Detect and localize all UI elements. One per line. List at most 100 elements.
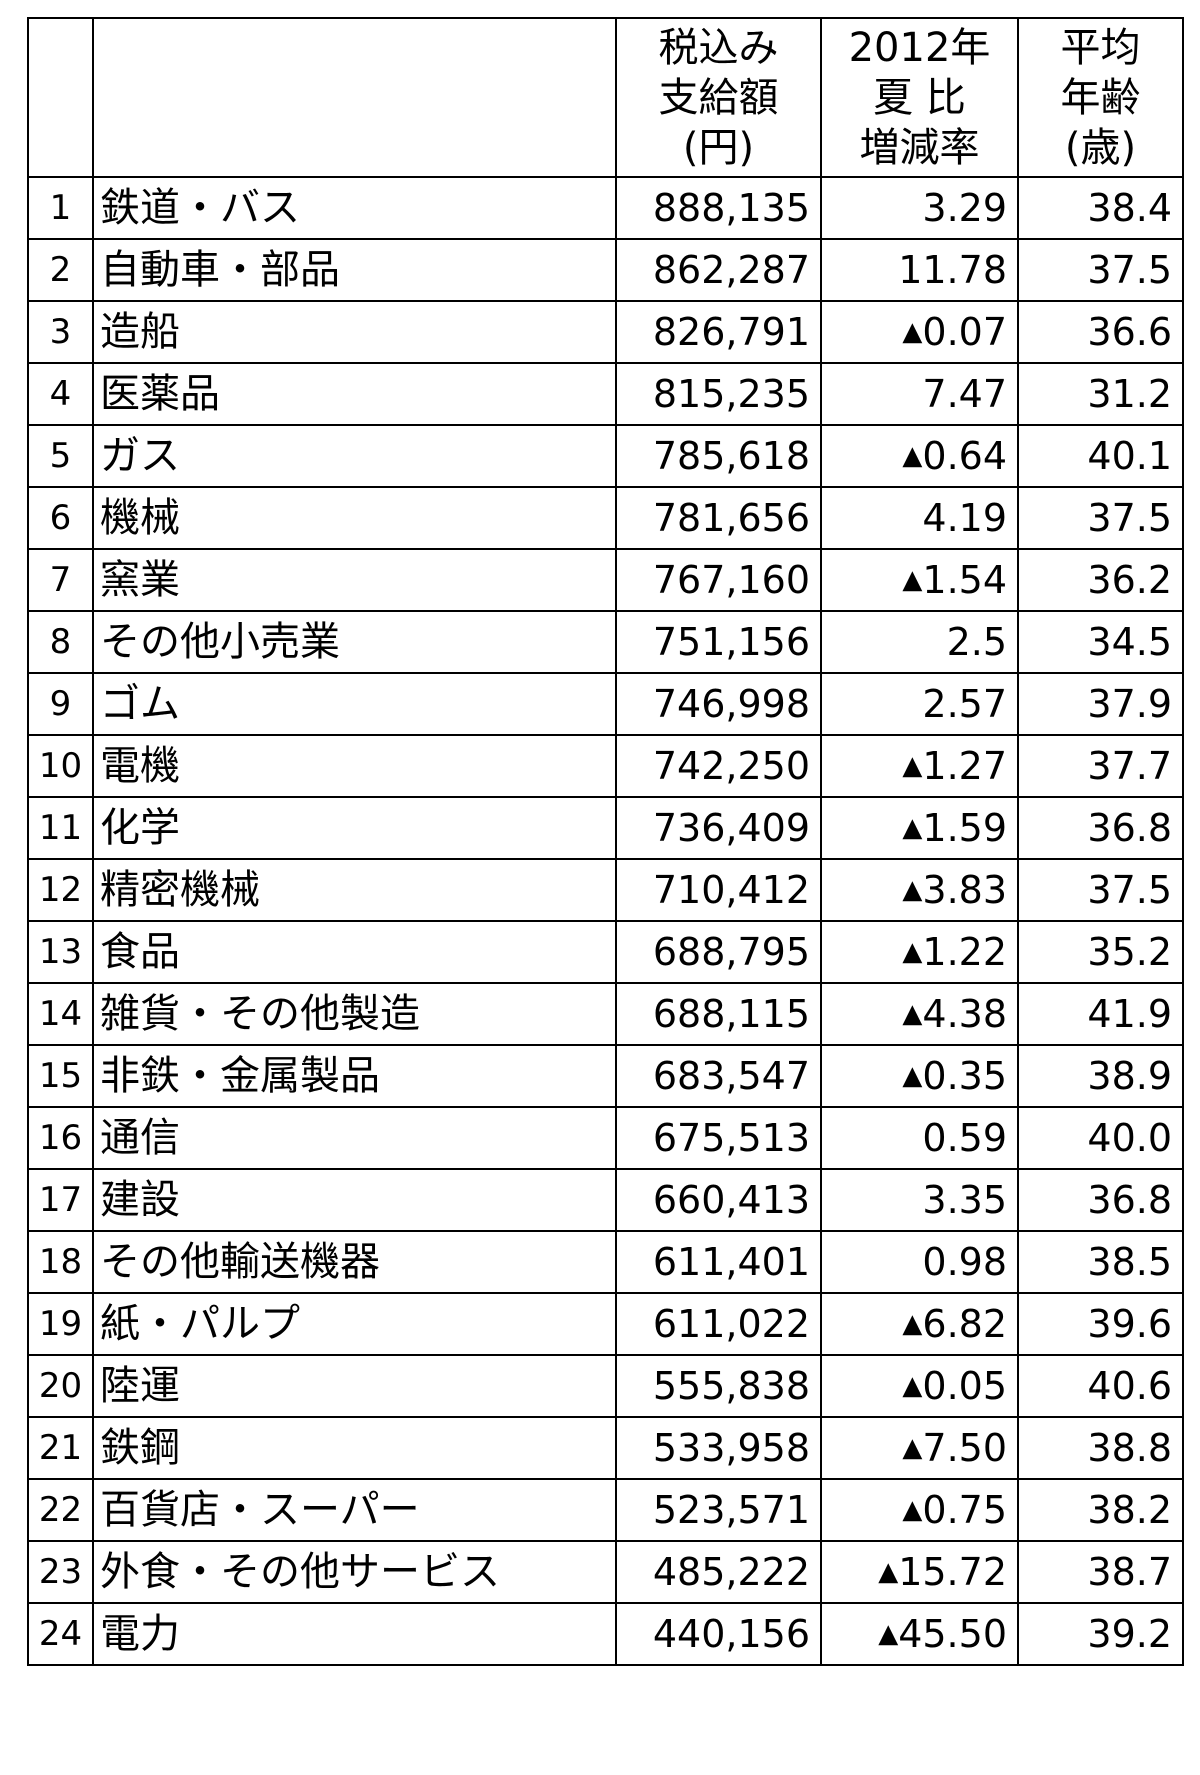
change-cell: ▲45.50 — [820, 1602, 1019, 1666]
amount-cell: 660,413 — [615, 1168, 822, 1232]
age-cell: 41.9 — [1017, 982, 1184, 1046]
change-value: 2.5 — [946, 620, 1007, 664]
table-row: 19 紙・パルプ 611,022 ▲6.82 39.6 — [27, 1292, 1184, 1356]
industry-cell: 非鉄・金属製品 — [92, 1044, 617, 1108]
rank-cell: 19 — [27, 1292, 94, 1356]
change-value: 1.22 — [922, 930, 1007, 974]
change-value: 45.50 — [898, 1612, 1007, 1656]
age-cell: 37.5 — [1017, 486, 1184, 550]
age-cell: 36.2 — [1017, 548, 1184, 612]
rank-cell: 12 — [27, 858, 94, 922]
header-change: 2012年 夏 比 増減率 — [820, 17, 1019, 178]
change-value: 4.38 — [922, 992, 1007, 1036]
amount-cell: 523,571 — [615, 1478, 822, 1542]
rank-cell: 15 — [27, 1044, 94, 1108]
change-cell: ▲0.07 — [820, 300, 1019, 364]
amount-cell: 736,409 — [615, 796, 822, 860]
age-cell: 35.2 — [1017, 920, 1184, 984]
industry-cell: 窯業 — [92, 548, 617, 612]
rank-cell: 11 — [27, 796, 94, 860]
header-industry — [92, 17, 617, 178]
change-value: 0.75 — [922, 1488, 1007, 1532]
change-value: 0.05 — [922, 1364, 1007, 1408]
change-value: 7.50 — [922, 1426, 1007, 1470]
rank-cell: 10 — [27, 734, 94, 798]
industry-cell: 精密機械 — [92, 858, 617, 922]
rank-cell: 2 — [27, 238, 94, 302]
age-cell: 34.5 — [1017, 610, 1184, 674]
table-row: 3 造船 826,791 ▲0.07 36.6 — [27, 300, 1184, 364]
rank-cell: 1 — [27, 176, 94, 240]
change-value: 0.64 — [922, 434, 1007, 478]
age-cell: 40.6 — [1017, 1354, 1184, 1418]
amount-cell: 781,656 — [615, 486, 822, 550]
rank-cell: 24 — [27, 1602, 94, 1666]
age-cell: 38.5 — [1017, 1230, 1184, 1294]
rank-cell: 23 — [27, 1540, 94, 1604]
change-cell: 3.29 — [820, 176, 1019, 240]
header-rank — [27, 17, 94, 178]
change-value: 1.59 — [922, 806, 1007, 850]
decrease-triangle-icon: ▲ — [902, 1495, 923, 1525]
age-cell: 38.7 — [1017, 1540, 1184, 1604]
rank-cell: 18 — [27, 1230, 94, 1294]
decrease-triangle-icon: ▲ — [902, 317, 923, 347]
table-row: 2 自動車・部品 862,287 11.78 37.5 — [27, 238, 1184, 302]
change-value: 1.54 — [922, 558, 1007, 602]
table-row: 5 ガス 785,618 ▲0.64 40.1 — [27, 424, 1184, 488]
amount-cell: 785,618 — [615, 424, 822, 488]
table-row: 11 化学 736,409 ▲1.59 36.8 — [27, 796, 1184, 860]
decrease-triangle-icon: ▲ — [902, 1371, 923, 1401]
decrease-triangle-icon: ▲ — [902, 441, 923, 471]
table-row: 4 医薬品 815,235 7.47 31.2 — [27, 362, 1184, 426]
age-cell: 36.8 — [1017, 1168, 1184, 1232]
rank-cell: 5 — [27, 424, 94, 488]
change-cell: 7.47 — [820, 362, 1019, 426]
change-cell: ▲15.72 — [820, 1540, 1019, 1604]
rank-cell: 3 — [27, 300, 94, 364]
industry-cell: ガス — [92, 424, 617, 488]
industry-cell: 通信 — [92, 1106, 617, 1170]
rank-cell: 4 — [27, 362, 94, 426]
change-cell: 2.5 — [820, 610, 1019, 674]
industry-cell: 機械 — [92, 486, 617, 550]
amount-cell: 710,412 — [615, 858, 822, 922]
header-amount-line: 税込み — [658, 24, 779, 71]
table-row: 8 その他小売業 751,156 2.5 34.5 — [27, 610, 1184, 674]
table-row: 14 雑貨・その他製造 688,115 ▲4.38 41.9 — [27, 982, 1184, 1046]
change-value: 3.83 — [922, 868, 1007, 912]
amount-cell: 751,156 — [615, 610, 822, 674]
rank-cell: 9 — [27, 672, 94, 736]
table-row: 6 機械 781,656 4.19 37.5 — [27, 486, 1184, 550]
rank-cell: 6 — [27, 486, 94, 550]
change-cell: 0.98 — [820, 1230, 1019, 1294]
table-row: 20 陸運 555,838 ▲0.05 40.6 — [27, 1354, 1184, 1418]
industry-cell: ゴム — [92, 672, 617, 736]
industry-cell: 鉄鋼 — [92, 1416, 617, 1480]
header-change-line: 夏 比 — [873, 74, 966, 121]
header-change-line: 2012年 — [848, 24, 991, 71]
change-value: 0.59 — [922, 1116, 1007, 1160]
table-row: 13 食品 688,795 ▲1.22 35.2 — [27, 920, 1184, 984]
age-cell: 38.8 — [1017, 1416, 1184, 1480]
table-body: 1 鉄道・バス 888,135 3.29 38.4 2 自動車・部品 862,287 11.78… — [27, 176, 1184, 1666]
amount-cell: 440,156 — [615, 1602, 822, 1666]
industry-cell: 化学 — [92, 796, 617, 860]
change-value: 3.29 — [922, 186, 1007, 230]
change-value: 6.82 — [922, 1302, 1007, 1346]
industry-cell: 電機 — [92, 734, 617, 798]
change-value: 3.35 — [922, 1178, 1007, 1222]
change-cell: 2.57 — [820, 672, 1019, 736]
header-age-line: 平均 — [1060, 24, 1141, 71]
amount-cell: 683,547 — [615, 1044, 822, 1108]
table-row: 17 建設 660,413 3.35 36.8 — [27, 1168, 1184, 1232]
change-value: 4.19 — [922, 496, 1007, 540]
change-value: 0.35 — [922, 1054, 1007, 1098]
decrease-triangle-icon: ▲ — [902, 565, 923, 595]
change-cell: ▲1.27 — [820, 734, 1019, 798]
change-value: 0.07 — [922, 310, 1007, 354]
change-value: 1.27 — [922, 744, 1007, 788]
age-cell: 36.8 — [1017, 796, 1184, 860]
decrease-triangle-icon: ▲ — [902, 937, 923, 967]
change-cell: ▲0.64 — [820, 424, 1019, 488]
